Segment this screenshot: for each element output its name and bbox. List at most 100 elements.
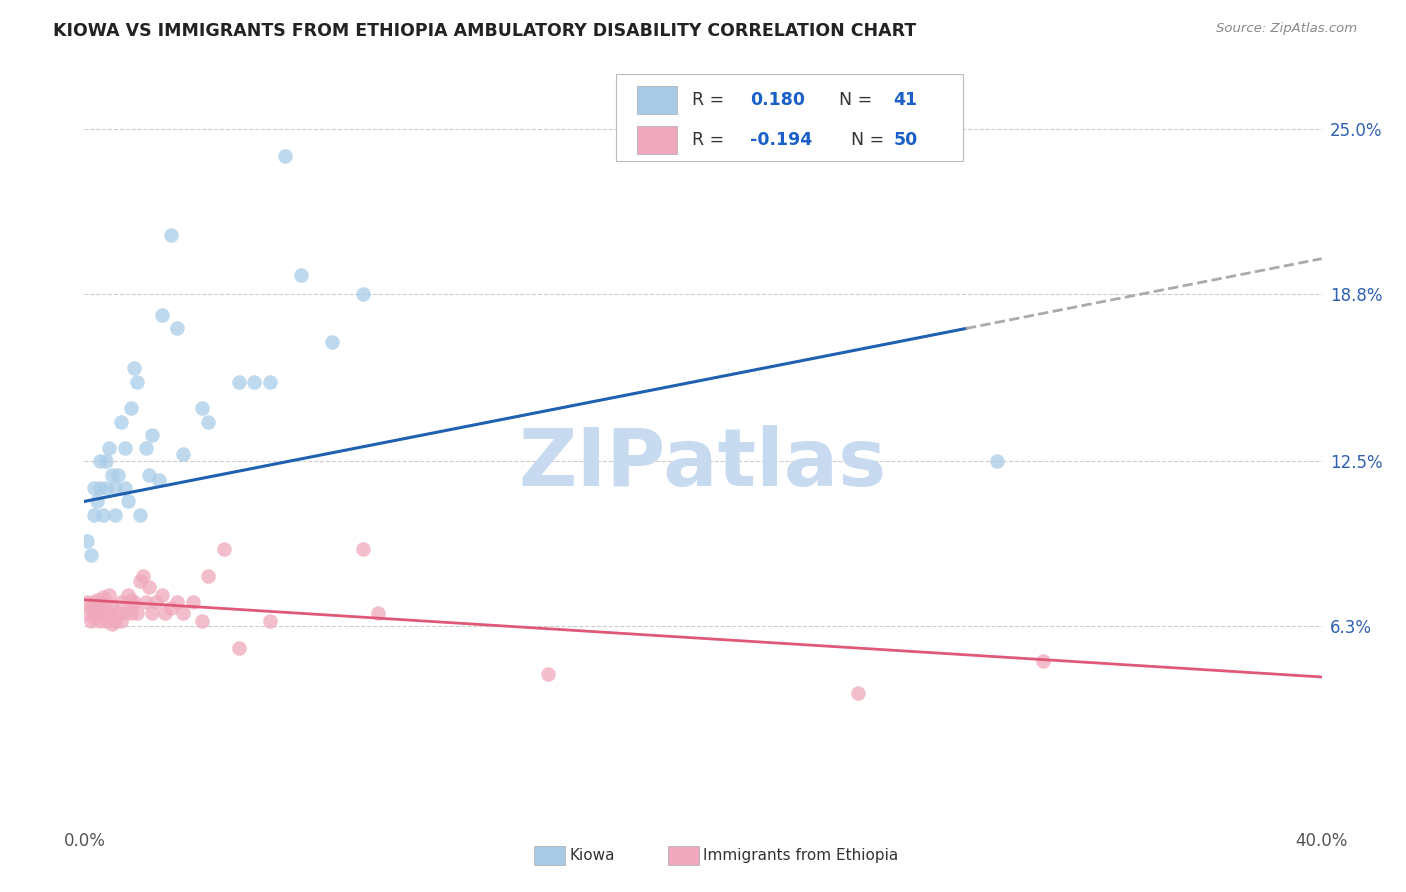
Point xyxy=(212,542,235,557)
Point xyxy=(110,614,132,628)
Point xyxy=(76,606,98,620)
Point xyxy=(89,454,111,468)
Point xyxy=(172,446,194,460)
Text: 50: 50 xyxy=(894,131,918,149)
Point xyxy=(94,454,117,468)
Point xyxy=(120,606,142,620)
Point xyxy=(166,595,188,609)
Point xyxy=(986,454,1008,468)
Point xyxy=(135,595,157,609)
Text: Kiowa: Kiowa xyxy=(569,848,614,863)
Point xyxy=(83,611,105,625)
Text: -0.194: -0.194 xyxy=(749,131,813,149)
Point xyxy=(259,614,281,628)
Point xyxy=(76,595,98,609)
Point xyxy=(98,587,121,601)
Text: KIOWA VS IMMIGRANTS FROM ETHIOPIA AMBULATORY DISABILITY CORRELATION CHART: KIOWA VS IMMIGRANTS FROM ETHIOPIA AMBULA… xyxy=(53,22,917,40)
Point xyxy=(150,308,173,322)
Point xyxy=(94,595,117,609)
Point xyxy=(352,286,374,301)
Point xyxy=(107,606,129,620)
Point xyxy=(290,268,312,283)
Text: N =: N = xyxy=(841,131,890,149)
Point xyxy=(191,401,214,416)
Point xyxy=(104,481,127,495)
Point xyxy=(197,569,219,583)
Point xyxy=(110,415,132,429)
Point xyxy=(367,606,389,620)
Point xyxy=(107,467,129,482)
Text: R =: R = xyxy=(692,131,730,149)
Point xyxy=(101,467,124,482)
Point xyxy=(110,595,132,609)
Point xyxy=(89,614,111,628)
Point xyxy=(79,548,101,562)
Point xyxy=(104,508,127,522)
Point xyxy=(172,606,194,620)
FancyBboxPatch shape xyxy=(616,74,963,161)
Point xyxy=(129,508,152,522)
Point xyxy=(138,467,160,482)
Point xyxy=(117,494,139,508)
Point xyxy=(228,640,250,655)
Point xyxy=(166,321,188,335)
Text: Source: ZipAtlas.com: Source: ZipAtlas.com xyxy=(1216,22,1357,36)
Point xyxy=(228,375,250,389)
Point xyxy=(89,481,111,495)
Point xyxy=(98,441,121,455)
Point xyxy=(94,481,117,495)
Point xyxy=(76,534,98,549)
Text: 0.180: 0.180 xyxy=(749,91,806,109)
Point xyxy=(141,606,163,620)
Point xyxy=(83,508,105,522)
Point xyxy=(104,614,127,628)
Point xyxy=(145,595,167,609)
Point xyxy=(321,334,343,349)
Point xyxy=(141,428,163,442)
Point xyxy=(114,606,136,620)
Point xyxy=(98,606,121,620)
Point xyxy=(86,606,108,620)
Point xyxy=(135,441,157,455)
FancyBboxPatch shape xyxy=(637,86,678,114)
Point xyxy=(114,481,136,495)
Point xyxy=(181,595,204,609)
Point xyxy=(125,606,148,620)
Point xyxy=(101,600,124,615)
Point xyxy=(83,481,105,495)
Point xyxy=(91,606,114,620)
Point xyxy=(148,473,170,487)
Point xyxy=(1032,654,1054,668)
Point xyxy=(150,587,173,601)
Point xyxy=(89,600,111,615)
Point xyxy=(86,494,108,508)
Point xyxy=(191,614,214,628)
Point xyxy=(138,580,160,594)
Point xyxy=(86,592,108,607)
FancyBboxPatch shape xyxy=(637,126,678,153)
Point xyxy=(91,590,114,604)
Point xyxy=(160,600,183,615)
Point xyxy=(125,375,148,389)
Point xyxy=(120,401,142,416)
Point xyxy=(537,667,560,681)
Point xyxy=(117,587,139,601)
Text: N =: N = xyxy=(828,91,877,109)
Point xyxy=(274,148,297,162)
Point xyxy=(79,614,101,628)
Point xyxy=(83,595,105,609)
Point xyxy=(132,569,155,583)
Point xyxy=(101,616,124,631)
Text: 41: 41 xyxy=(894,91,918,109)
Point xyxy=(352,542,374,557)
Point xyxy=(114,441,136,455)
Text: ZIPatlas: ZIPatlas xyxy=(519,425,887,503)
Point xyxy=(129,574,152,589)
Point xyxy=(259,375,281,389)
Point xyxy=(160,228,183,243)
Point xyxy=(197,415,219,429)
Point xyxy=(122,361,145,376)
Point xyxy=(94,614,117,628)
Point xyxy=(846,686,869,700)
Point xyxy=(243,375,266,389)
